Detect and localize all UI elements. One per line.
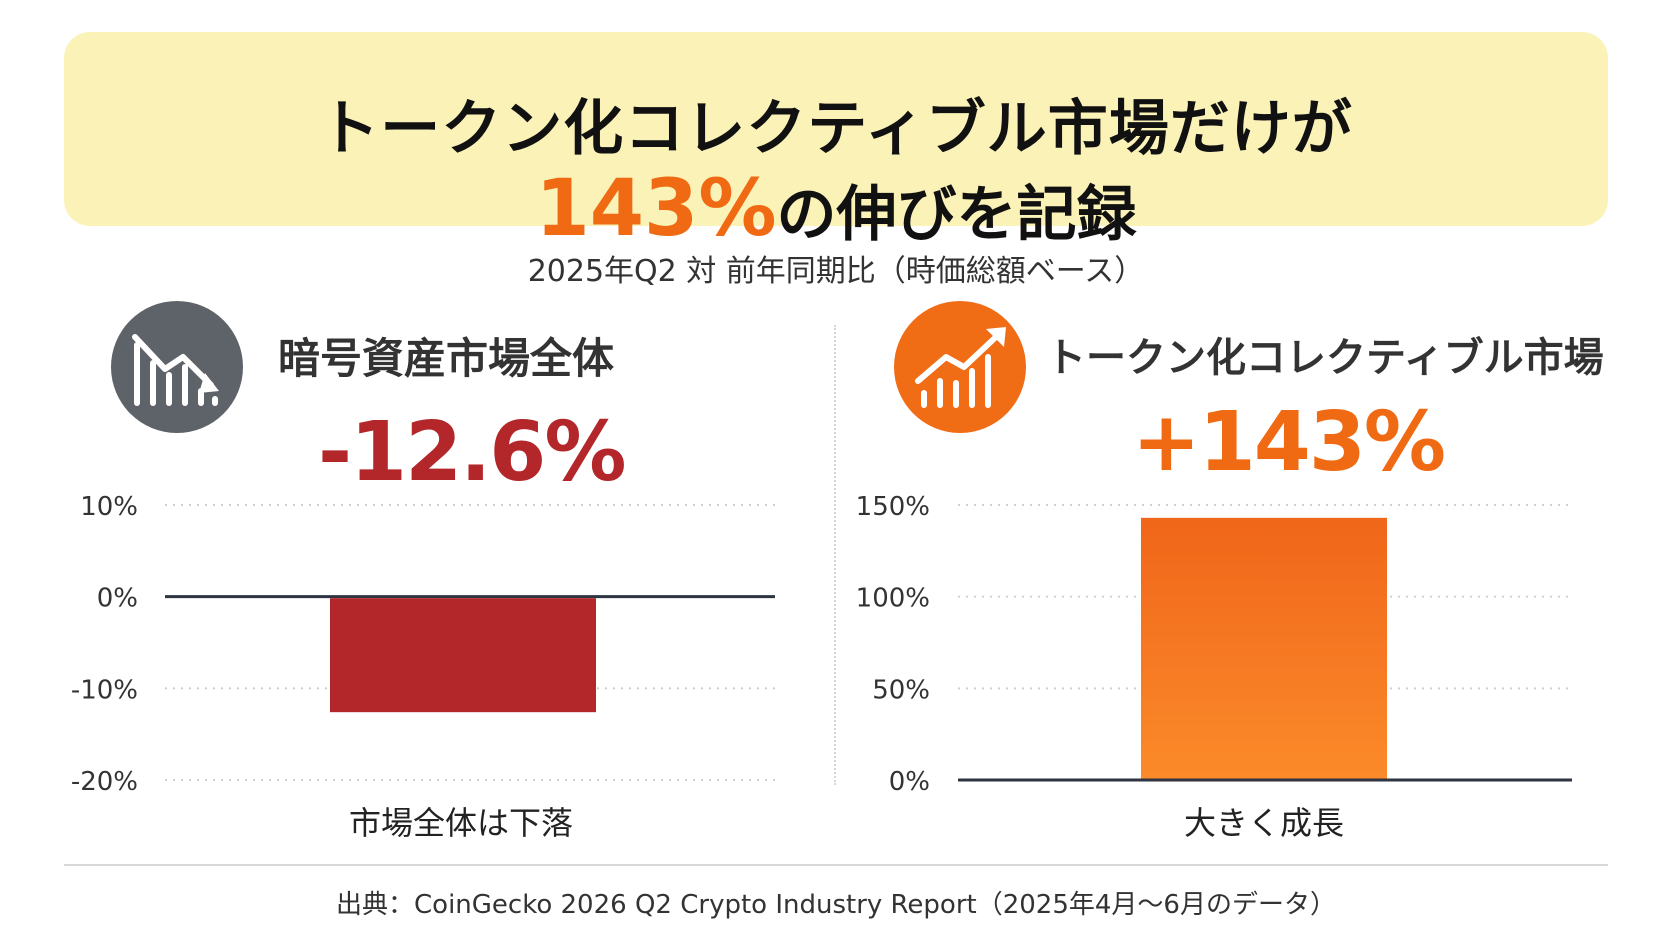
right-panel-heading: トークン化コレクティブル市場 <box>1046 335 1604 381</box>
chart-up-icon <box>894 301 1026 433</box>
right-panel-value: +143% <box>1132 395 1446 490</box>
y-tick-label: 0% <box>889 767 930 797</box>
chart-down-icon <box>111 301 243 433</box>
title-line1: トークン化コレクティブル市場だけが <box>319 94 1353 164</box>
left-panel-caption: 市場全体は下落 <box>348 804 573 842</box>
chart-right: 150% 100% 50% 0% <box>856 492 1572 797</box>
source-note: 出典：CoinGecko 2026 Q2 Crypto Industry Rep… <box>336 890 1336 920</box>
left-panel-value: -12.6% <box>318 405 627 500</box>
title-line2-text: の伸びを記録 <box>776 180 1137 250</box>
chart-left: 10% 0% -10% -20% <box>71 492 775 797</box>
y-tick-label: 10% <box>80 492 138 522</box>
y-tick-label: -10% <box>71 675 138 705</box>
title-line2: 143%の伸びを記録 <box>64 164 1608 254</box>
y-tick-label: 150% <box>856 492 930 522</box>
bar <box>330 598 596 713</box>
left-panel-heading: 暗号資産市場全体 <box>278 334 615 383</box>
title-banner: トークン化コレクティブル市場だけが 143%の伸びを記録 <box>64 32 1608 254</box>
title-accent-value: 143% <box>535 164 777 254</box>
y-tick-label: -20% <box>71 767 138 797</box>
footer-divider <box>64 864 1608 866</box>
y-tick-label: 50% <box>872 675 930 705</box>
right-panel-caption: 大きく成長 <box>1183 804 1344 842</box>
subtitle: 2025年Q2 対 前年同期比（時価総額ベース） <box>527 254 1145 289</box>
y-tick-label: 100% <box>856 584 930 614</box>
y-tick-label: 0% <box>97 584 138 614</box>
bar <box>1141 517 1387 779</box>
panel-divider <box>834 325 836 785</box>
